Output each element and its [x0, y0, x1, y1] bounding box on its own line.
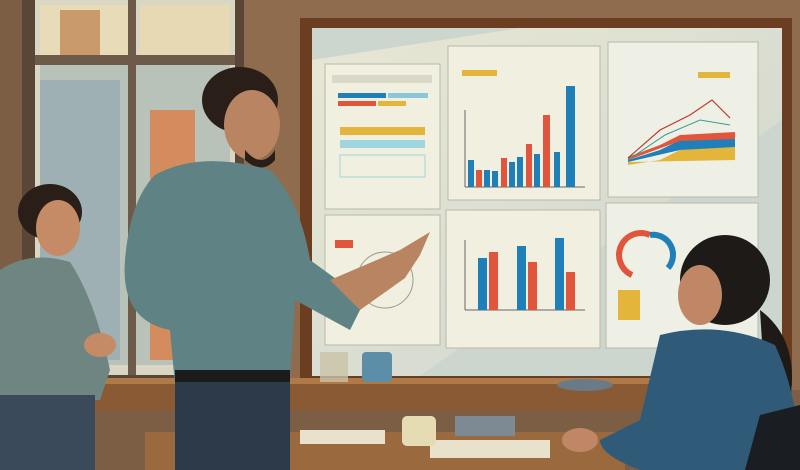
bar	[554, 152, 560, 187]
bar	[543, 115, 550, 187]
bar	[517, 246, 526, 310]
bar	[526, 144, 532, 187]
bar	[528, 262, 537, 310]
bar	[566, 86, 575, 187]
bar	[509, 162, 515, 187]
bar	[492, 171, 498, 187]
bar	[484, 170, 490, 187]
paper-summary-top-left	[324, 63, 441, 210]
woman-right	[562, 235, 800, 470]
bar	[468, 160, 474, 187]
woman-left	[0, 184, 116, 470]
paper-bar-chart-bottom	[445, 209, 601, 349]
bar	[555, 238, 564, 310]
bar	[478, 258, 487, 310]
bar	[534, 154, 540, 187]
man-presenter	[124, 67, 430, 470]
bar	[489, 252, 498, 310]
bar	[517, 157, 523, 187]
bar	[501, 158, 507, 187]
paper-bar-chart-top	[447, 45, 601, 201]
paper-area-chart-top-right	[607, 41, 759, 198]
bar	[476, 170, 482, 187]
bar	[566, 272, 575, 310]
bar-series	[468, 86, 575, 187]
